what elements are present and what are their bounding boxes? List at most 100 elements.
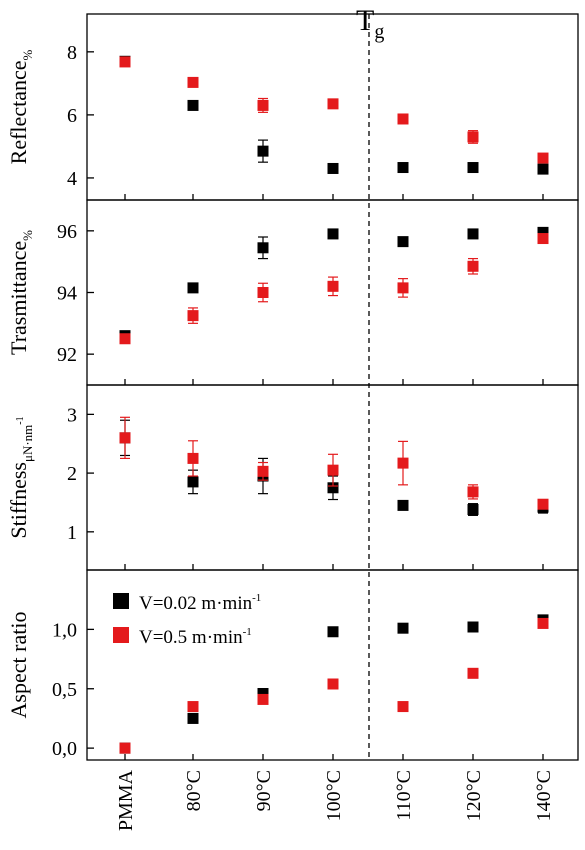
legend-label-red: V=0.5 m·min-1 xyxy=(139,626,252,648)
x-tick-label: 110°C xyxy=(393,770,415,821)
y-axis-label: StiffnessμN·nm-1 xyxy=(6,416,35,538)
y-axis-label: Aspect ratio xyxy=(6,612,31,719)
data-point xyxy=(327,482,339,494)
y-axis-label-sub: % xyxy=(20,50,35,61)
y-axis-label: Reflectance% xyxy=(6,50,35,165)
data-point xyxy=(327,162,339,174)
x-tick-label: 140°C xyxy=(533,770,555,821)
tg-label: Tg xyxy=(356,4,384,43)
data-point xyxy=(397,499,409,511)
y-tick-label: 6 xyxy=(67,105,77,127)
data-point xyxy=(397,162,409,174)
tg-label-main: T xyxy=(356,4,374,37)
data-point xyxy=(327,98,339,110)
x-tick-label: 120°C xyxy=(463,770,485,821)
x-tick-label: 80°C xyxy=(183,770,205,811)
y-axis-label-main: Reflectance xyxy=(6,61,31,165)
data-point xyxy=(397,701,409,713)
series-red xyxy=(119,56,549,164)
legend-marker-red xyxy=(113,627,129,643)
y-axis-label-main: Aspect ratio xyxy=(6,612,31,719)
data-point xyxy=(187,476,199,488)
data-point xyxy=(467,667,479,679)
panel-transmittance: 92 94 96 Trasmittance% xyxy=(6,199,579,386)
y-axis-label: Trasmittance% xyxy=(6,230,35,355)
panel-reflectance: 4 6 8 Reflectance% xyxy=(6,13,579,201)
series-red xyxy=(119,233,549,345)
data-point xyxy=(397,236,409,248)
data-point xyxy=(467,131,479,143)
y-axis-label-sub: % xyxy=(20,230,35,241)
data-point xyxy=(537,233,549,245)
tg-label-sub: g xyxy=(374,21,384,43)
x-tick-labels: PMMA 80°C 90°C 100°C 110°C 120°C 140°C xyxy=(115,769,555,831)
data-point xyxy=(397,113,409,125)
data-point xyxy=(257,465,269,477)
data-point xyxy=(327,464,339,476)
x-tick-label: 90°C xyxy=(253,770,275,811)
data-point xyxy=(397,622,409,634)
data-point xyxy=(537,498,549,510)
y-tick-label: 92 xyxy=(57,344,77,366)
y-tick-label: 0,5 xyxy=(52,679,77,701)
data-point xyxy=(119,333,131,345)
data-point xyxy=(327,280,339,292)
panel-stiffness: 1 2 3 StiffnessμN·nm-1 xyxy=(6,384,579,571)
data-point xyxy=(537,617,549,629)
data-point xyxy=(537,152,549,164)
data-point xyxy=(187,712,199,724)
data-point xyxy=(187,99,199,111)
data-point xyxy=(119,56,131,68)
data-point xyxy=(119,432,131,444)
panels: 4 6 8 Reflectance% 92 94 96 Trasmittance% 1 2 3 Sti… xyxy=(6,13,579,761)
y-tick-label: 96 xyxy=(57,221,77,243)
x-tick-label: 100°C xyxy=(323,770,345,821)
panel-aspect-ratio: 0,0 0,5 1,0 Aspect ratio xyxy=(6,569,579,761)
data-point xyxy=(257,287,269,298)
y-tick-label: 8 xyxy=(67,42,77,64)
data-point xyxy=(187,452,199,464)
legend: V=0.02 m·min-1 V=0.5 m·min-1 xyxy=(113,592,261,648)
data-point xyxy=(257,145,269,157)
data-point xyxy=(187,701,199,713)
data-point xyxy=(257,242,269,254)
data-point xyxy=(537,226,549,238)
data-point xyxy=(327,228,339,240)
data-point xyxy=(257,99,269,111)
y-axis-label-main: Stiffness xyxy=(6,462,31,539)
data-point xyxy=(257,688,269,699)
y-axis-label-sup: -1 xyxy=(15,416,26,424)
data-point xyxy=(187,76,199,88)
y-axis-label-sub: μN·nm xyxy=(20,425,35,462)
y-tick-label: 4 xyxy=(67,168,77,190)
x-tick-label: PMMA xyxy=(115,769,137,831)
data-point xyxy=(467,162,479,174)
data-point xyxy=(187,310,199,322)
data-point xyxy=(327,626,339,638)
series-red xyxy=(119,617,549,754)
series-black xyxy=(119,55,549,175)
data-point xyxy=(467,486,479,498)
y-tick-label: 94 xyxy=(57,283,77,305)
data-point xyxy=(467,260,479,272)
legend-marker-black xyxy=(113,593,129,609)
data-point xyxy=(119,742,131,754)
data-point xyxy=(467,621,479,633)
data-point xyxy=(257,693,269,705)
data-point xyxy=(467,504,479,516)
y-tick-label: 1,0 xyxy=(52,619,77,641)
legend-label-black: V=0.02 m·min-1 xyxy=(139,592,261,614)
data-point xyxy=(397,282,409,294)
y-tick-label: 0,0 xyxy=(52,738,77,760)
data-point xyxy=(327,678,339,690)
y-axis-label-main: Trasmittance xyxy=(6,241,31,355)
data-point xyxy=(467,228,479,240)
data-point xyxy=(187,282,199,294)
y-tick-label: 3 xyxy=(67,404,77,426)
data-point xyxy=(537,163,549,175)
series-red xyxy=(119,416,549,510)
data-point xyxy=(397,457,409,469)
y-tick-label: 1 xyxy=(67,522,77,544)
y-tick-label: 2 xyxy=(67,463,77,485)
